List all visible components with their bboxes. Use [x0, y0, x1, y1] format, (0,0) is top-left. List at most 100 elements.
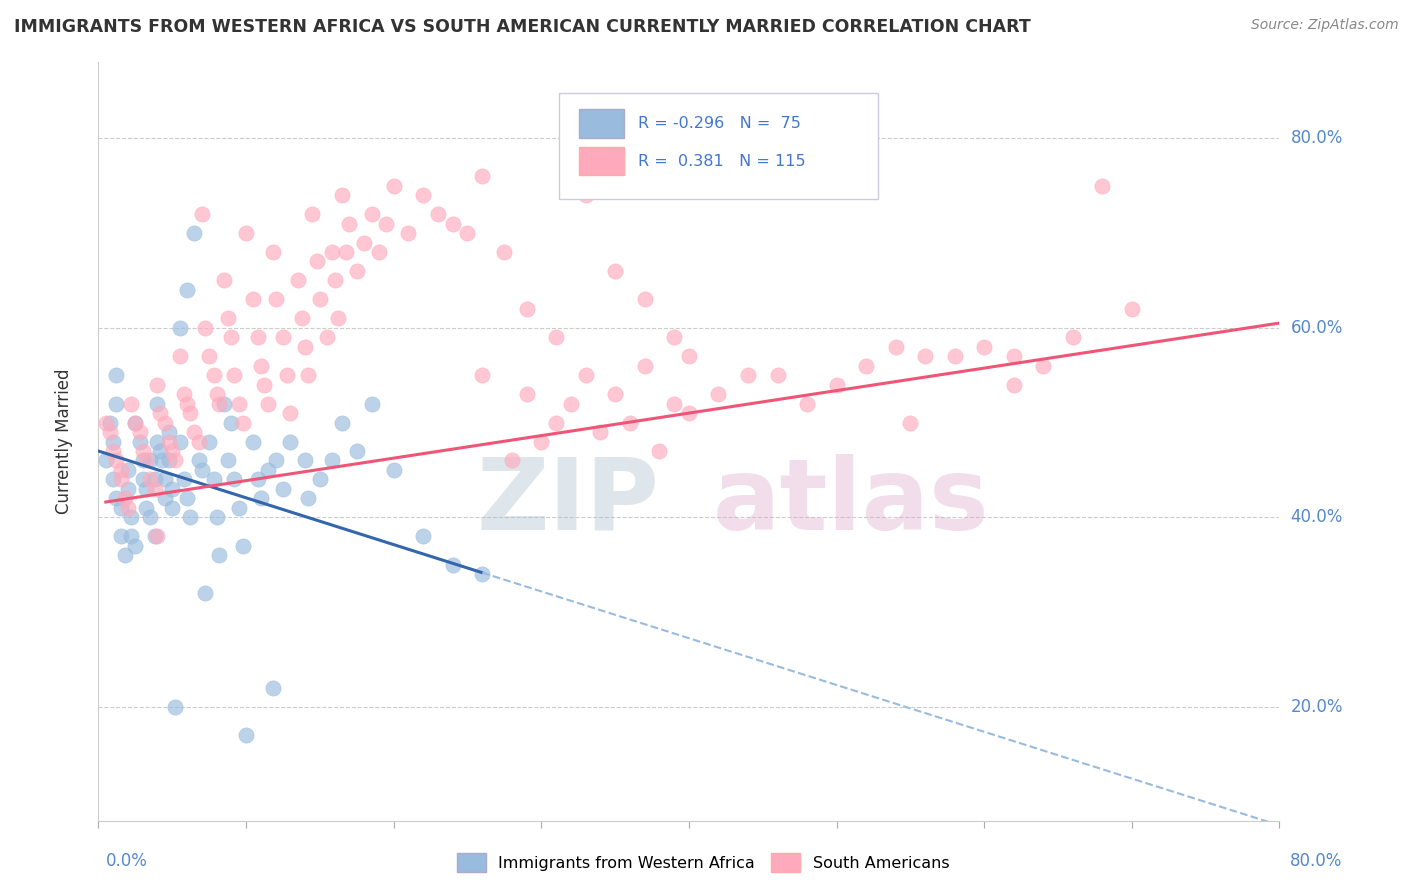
Point [1121, 301, 1143, 316]
Point [124, 416, 146, 430]
Point [471, 368, 494, 383]
Point [153, 491, 176, 506]
Point [707, 387, 730, 401]
Point [271, 482, 294, 496]
Point [575, 188, 598, 202]
Point [208, 396, 231, 410]
Point [335, 244, 357, 259]
Y-axis label: Currently Married: Currently Married [55, 368, 73, 515]
Point [153, 416, 176, 430]
Point [1032, 359, 1054, 373]
Point [187, 453, 209, 467]
Text: IMMIGRANTS FROM WESTERN AFRICA VS SOUTH AMERICAN CURRENTLY MARRIED CORRELATION C: IMMIGRANTS FROM WESTERN AFRICA VS SOUTH … [14, 18, 1031, 36]
Point [634, 293, 657, 307]
Point [766, 368, 789, 383]
Point [221, 416, 243, 430]
Point [246, 330, 269, 344]
Point [179, 510, 201, 524]
Point [150, 453, 173, 467]
Text: 80.0%: 80.0% [1291, 852, 1343, 870]
Point [287, 273, 309, 287]
Point [202, 368, 225, 383]
Point [294, 340, 316, 354]
Point [224, 473, 246, 487]
Point [146, 396, 169, 410]
Point [546, 416, 568, 430]
Point [297, 368, 319, 383]
Point [516, 387, 538, 401]
Point [246, 473, 269, 487]
Point [128, 434, 150, 449]
Point [135, 500, 157, 515]
Point [271, 330, 294, 344]
Point [619, 416, 641, 430]
Point [124, 416, 146, 430]
Text: 40.0%: 40.0% [1291, 508, 1343, 526]
Point [232, 539, 254, 553]
Point [326, 311, 349, 326]
Point [212, 273, 235, 287]
Point [157, 425, 180, 439]
Point [157, 434, 180, 449]
Point [280, 434, 302, 449]
Point [235, 728, 257, 742]
Point [346, 264, 368, 278]
Point [191, 207, 214, 221]
Point [103, 444, 125, 458]
Point [143, 529, 166, 543]
Point [494, 244, 516, 259]
Point [264, 453, 287, 467]
Point [575, 368, 598, 383]
Point [176, 396, 198, 410]
Point [471, 567, 494, 582]
Point [346, 444, 368, 458]
Point [297, 491, 319, 506]
Point [103, 473, 125, 487]
Point [94, 453, 117, 467]
Point [143, 482, 166, 496]
Point [183, 226, 205, 240]
Point [457, 226, 479, 240]
Point [235, 226, 257, 240]
Point [321, 453, 343, 467]
Point [943, 349, 966, 363]
Point [546, 330, 568, 344]
Text: 0.0%: 0.0% [105, 852, 148, 870]
Point [412, 529, 434, 543]
Point [176, 283, 198, 297]
Point [202, 473, 225, 487]
Point [301, 207, 323, 221]
Point [149, 444, 172, 458]
FancyBboxPatch shape [579, 109, 624, 137]
Point [169, 349, 191, 363]
Point [217, 453, 239, 467]
Point [360, 207, 382, 221]
Point [132, 473, 155, 487]
FancyBboxPatch shape [579, 146, 624, 176]
Point [179, 406, 201, 420]
Point [110, 473, 132, 487]
Point [368, 244, 391, 259]
Point [153, 473, 176, 487]
Point [117, 463, 139, 477]
Point [678, 406, 700, 420]
Point [1062, 330, 1084, 344]
Point [146, 529, 169, 543]
Point [135, 482, 157, 496]
Point [257, 396, 280, 410]
Point [1002, 349, 1025, 363]
Point [187, 434, 209, 449]
Point [110, 500, 132, 515]
Point [205, 387, 228, 401]
Point [228, 500, 250, 515]
Point [198, 349, 221, 363]
Point [103, 434, 125, 449]
Point [330, 188, 353, 202]
Point [169, 321, 191, 335]
Point [117, 500, 139, 515]
Point [884, 340, 907, 354]
Point [382, 178, 405, 193]
Point [198, 434, 221, 449]
Point [250, 359, 273, 373]
Point [110, 463, 132, 477]
